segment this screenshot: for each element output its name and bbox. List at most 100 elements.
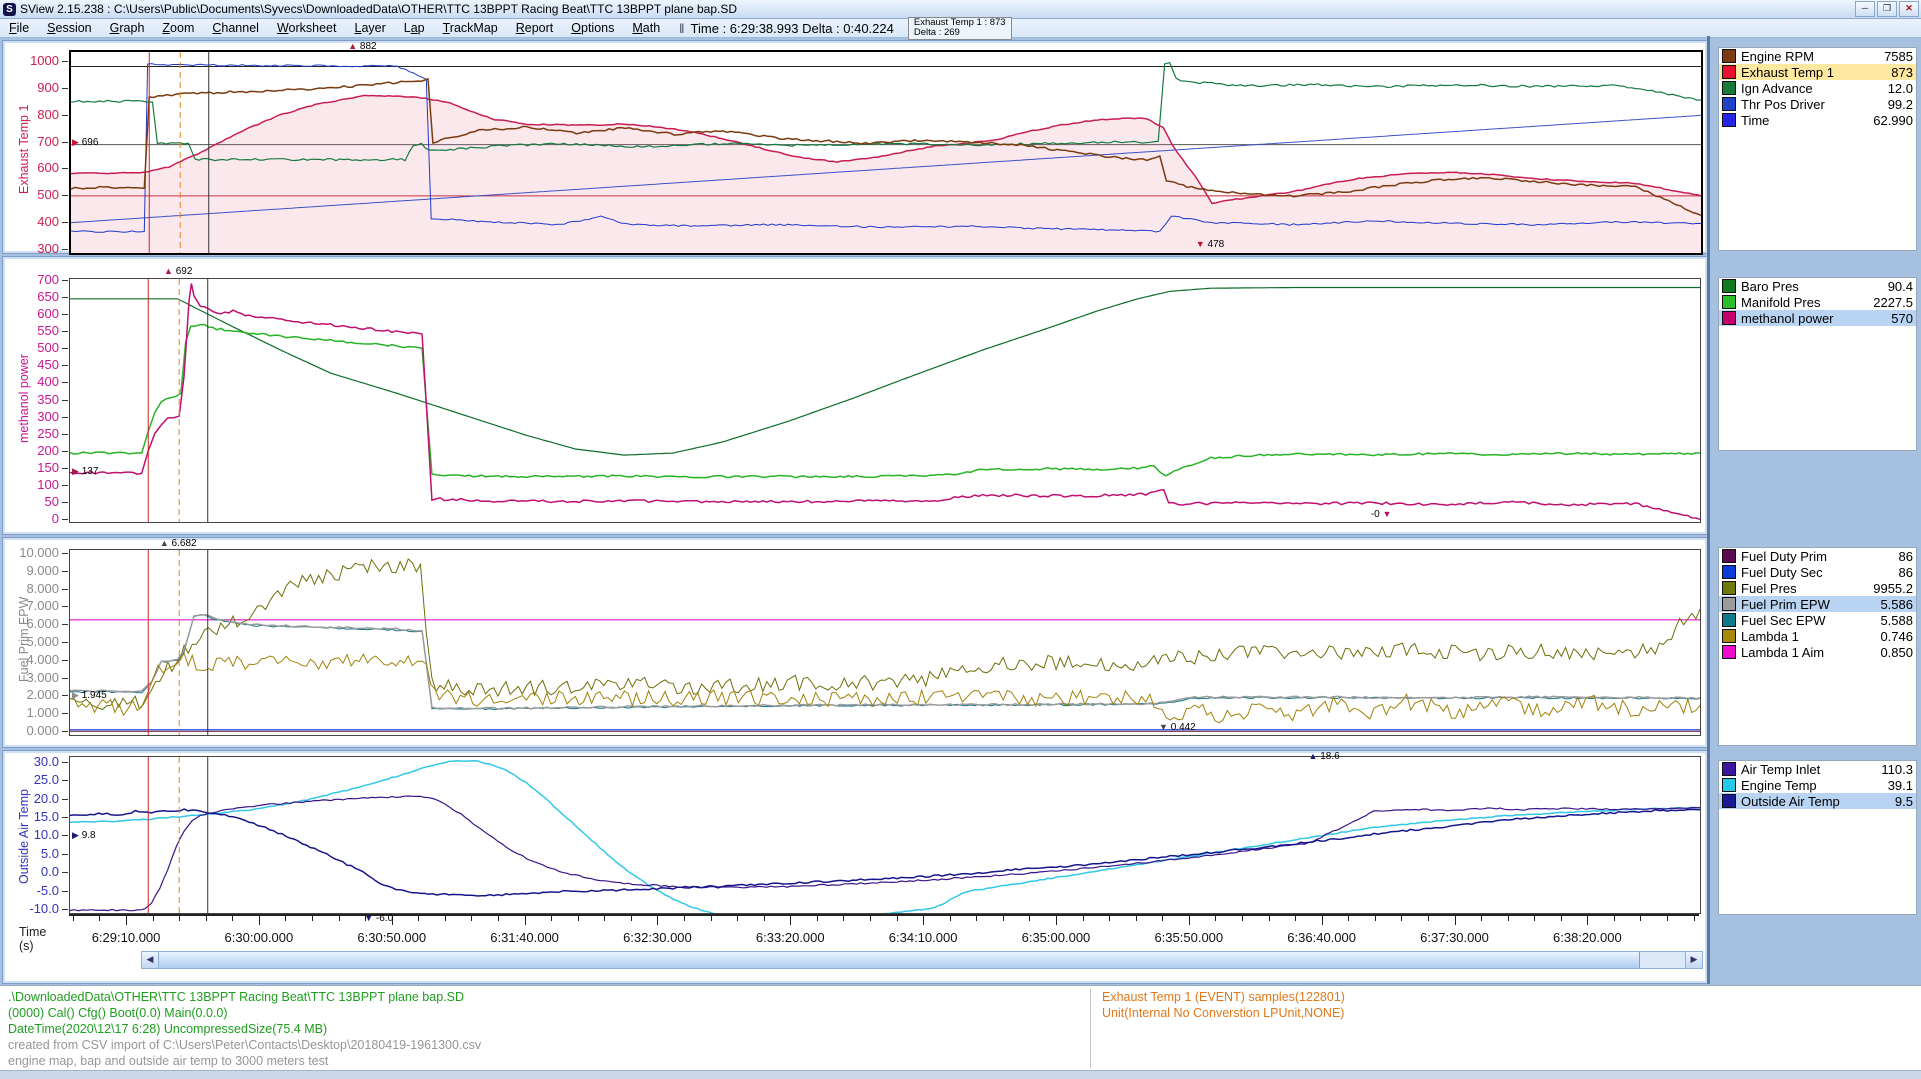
menu-graph[interactable]: Graph: [109, 21, 145, 35]
chart-panel-exhaust-temp[interactable]: 1000 900 800 700 600 500 400 300 Exhaust Temp 1 ▲…: [2, 40, 1708, 255]
y-tick-label: 500: [37, 340, 59, 356]
y-tick-mark: [62, 798, 68, 800]
channel-value: 86: [1898, 564, 1913, 580]
legend-row-engine-temp[interactable]: Engine Temp 39.1: [1719, 777, 1916, 793]
scrollbar-thumb[interactable]: [159, 952, 1640, 968]
y-tick-label: 3.000: [26, 669, 59, 685]
menu-lap[interactable]: Lap: [403, 21, 425, 35]
plot-methanol-power[interactable]: [69, 278, 1701, 523]
y-tick-mark: [62, 433, 68, 435]
window-bottom-edge: [0, 1070, 1921, 1079]
menu-channel[interactable]: Channel: [212, 21, 259, 35]
methanol-power-svg: [70, 279, 1700, 522]
menu-zoom[interactable]: Zoom: [162, 21, 195, 35]
channel-name: Air Temp Inlet: [1741, 761, 1821, 777]
channel-name: Exhaust Temp 1: [1741, 64, 1834, 80]
y-tick-label: 8.000: [26, 580, 59, 596]
menu-layer[interactable]: Layer: [354, 21, 386, 35]
channel-name: Time: [1741, 112, 1770, 128]
y-tick-mark: [62, 141, 68, 143]
legend-row-lambda-1[interactable]: Lambda 1 0.746: [1719, 628, 1916, 644]
channel-name: Fuel Duty Sec: [1741, 564, 1823, 580]
fuel-prim-epw-svg: [70, 550, 1700, 735]
close-button[interactable]: ✕: [1899, 1, 1919, 17]
menu-trackmap[interactable]: TrackMap: [442, 21, 498, 35]
menu-file[interactable]: File: [9, 21, 30, 35]
menu-report[interactable]: Report: [515, 21, 554, 35]
maximize-button[interactable]: ❐: [1877, 1, 1897, 17]
trace-air-temp-inlet: [70, 795, 1700, 912]
legend-row-engine-rpm[interactable]: Engine RPM 7585: [1719, 48, 1916, 64]
menu-session[interactable]: Session: [47, 21, 92, 35]
time-tick-label: 6:36:40.000: [1287, 930, 1356, 945]
cursor-time-readout: Time : 6:29:38.993 Delta : 0:40.224: [690, 20, 894, 36]
time-tick-label: 6:33:20.000: [755, 930, 825, 945]
channel-color-swatch: [1722, 279, 1736, 293]
channel-color-swatch: [1722, 762, 1736, 776]
legend-row-thr-pos-driver[interactable]: Thr Pos Driver 99.2: [1719, 96, 1916, 112]
legend-row-fuel-prim-epw[interactable]: Fuel Prim EPW 5.586: [1719, 596, 1916, 612]
legend-row-fuel-sec-epw[interactable]: Fuel Sec EPW 5.588: [1719, 612, 1916, 628]
y-tick-label: 550: [37, 323, 59, 339]
horizontal-scrollbar[interactable]: ◀ ▶: [141, 951, 1703, 969]
chart-panel-fuel-prim-epw[interactable]: 10.000 9.000 8.000 7.000 6.000 5.000 4.000 3.00…: [2, 537, 1708, 748]
time-tick-label: 6:31:40.000: [490, 930, 559, 945]
status-line: Exhaust Temp 1 (EVENT) samples(122801): [1102, 990, 1345, 1004]
chart-panel-methanol-power[interactable]: 700 650 600 550 500 450 400 350 300 250 200 150 100 5…: [2, 256, 1708, 535]
legend-row-baro-pres[interactable]: Baro Pres 90.4: [1719, 278, 1916, 294]
channel-value: 2227.5: [1873, 294, 1913, 310]
channel-name: Thr Pos Driver: [1741, 96, 1825, 112]
channel-name: methanol power: [1741, 310, 1834, 326]
min-marker: -0 ▼: [1370, 509, 1392, 520]
channel-color-swatch: [1722, 49, 1736, 63]
legend-row-exhaust-temp-1[interactable]: Exhaust Temp 1 873: [1719, 64, 1916, 80]
menu-options[interactable]: Options: [571, 21, 615, 35]
trace-engine-temp: [70, 760, 1700, 913]
y-tick-mark: [62, 467, 68, 469]
legend-row-fuel-duty-sec[interactable]: Fuel Duty Sec 86: [1719, 564, 1916, 580]
y-tick-label: 7.000: [26, 598, 59, 614]
legend-row-ign-advance[interactable]: Ign Advance 12.0: [1719, 80, 1916, 96]
y-tick-label: -5.0: [36, 882, 59, 898]
chart-panel-outside-air-temp[interactable]: Time (s) 6:29:10.000 6:30:00.000 6:30:50.0…: [2, 750, 1708, 984]
scroll-right-arrow-icon[interactable]: ▶: [1685, 952, 1702, 968]
y-tick-mark: [62, 501, 68, 503]
title-bar: S SView 2.15.238 : C:\Users\Public\Docum…: [0, 0, 1921, 19]
legend-row-fuel-duty-prim[interactable]: Fuel Duty Prim 86: [1719, 548, 1916, 564]
legend-row-lambda-1-aim[interactable]: Lambda 1 Aim 0.850: [1719, 644, 1916, 660]
status-divider: [1090, 989, 1091, 1068]
y-tick-mark: [62, 730, 68, 732]
legend-row-methanol-power[interactable]: methanol power 570: [1719, 310, 1916, 326]
minimize-button[interactable]: ─: [1855, 1, 1875, 17]
y-tick-mark: [62, 114, 68, 116]
plot-exhaust-temp[interactable]: [69, 50, 1703, 255]
legend-row-outside-air-temp[interactable]: Outside Air Temp 9.5: [1719, 793, 1916, 809]
menu-math[interactable]: Math: [632, 21, 661, 35]
y-tick-label: 5.000: [26, 633, 59, 649]
channel-value: 62.990: [1873, 112, 1913, 128]
trace-methanol-power: [70, 283, 1700, 521]
legend-row-time[interactable]: Time 62.990: [1719, 112, 1916, 128]
time-tick-label: 6:34:10.000: [888, 930, 958, 945]
y-tick-label: 150: [37, 459, 59, 475]
channel-readout-line2: Delta : 269: [913, 27, 960, 38]
plot-fuel-prim-epw[interactable]: [69, 549, 1701, 736]
scroll-left-arrow-icon[interactable]: ◀: [142, 952, 159, 968]
cursor-value-marker: ▶ 137: [72, 466, 99, 478]
y-tick-label: 700: [37, 133, 59, 149]
legend-row-air-temp-inlet[interactable]: Air Temp Inlet 110.3: [1719, 761, 1916, 777]
channel-name: Engine Temp: [1741, 777, 1817, 793]
channel-name: Fuel Sec EPW: [1741, 612, 1826, 628]
channel-color-swatch: [1722, 778, 1736, 792]
y-tick-mark: [62, 695, 68, 697]
legend-box-fuel-group: Fuel Duty Prim 86 Fuel Duty Sec 86 Fuel Pres…: [1718, 547, 1917, 746]
menu-worksheet[interactable]: Worksheet: [276, 21, 337, 35]
legend-row-fuel-pres[interactable]: Fuel Pres 9955.2: [1719, 580, 1916, 596]
menu-separator: ‖: [679, 20, 685, 36]
trace-fuel-pres: [70, 558, 1700, 711]
channel-color-swatch: [1722, 645, 1736, 659]
scrollbar-track[interactable]: [1640, 952, 1685, 968]
legend-row-manifold-pres[interactable]: Manifold Pres 2227.5: [1719, 294, 1916, 310]
plot-outside-air-temp[interactable]: [69, 756, 1701, 914]
